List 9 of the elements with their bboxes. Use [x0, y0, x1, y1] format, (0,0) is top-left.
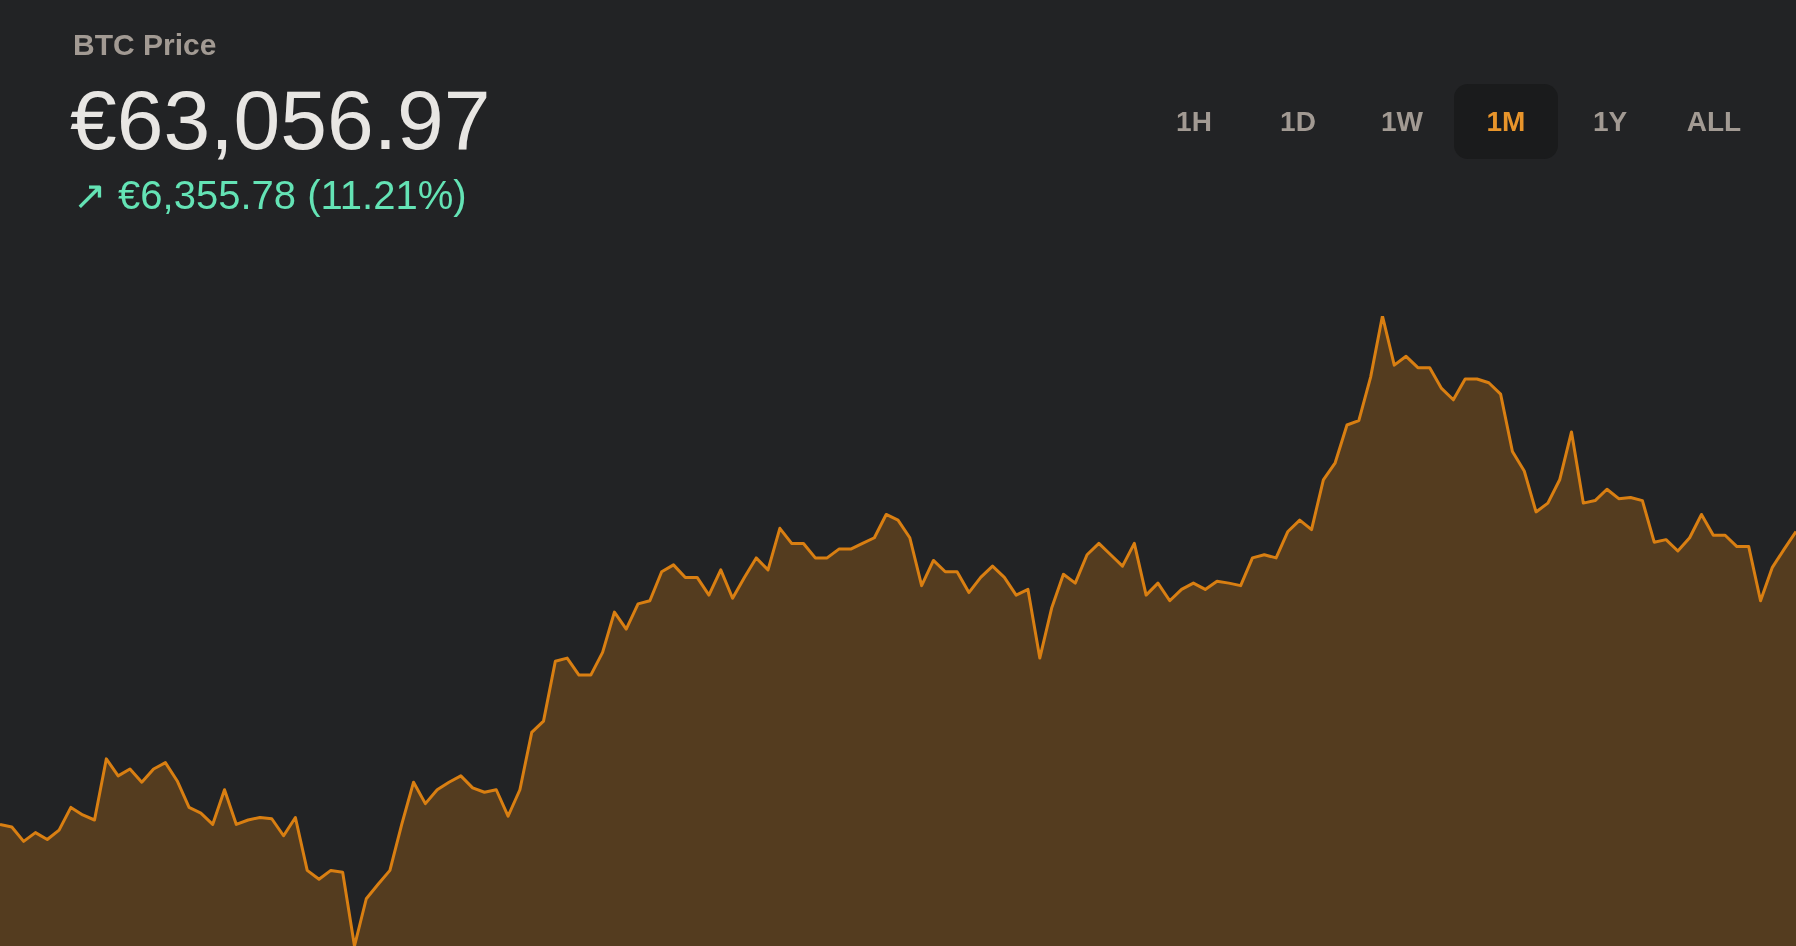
text: 1W: [1380, 105, 1424, 139]
text: ↗ €6,355.78 (11.21%): [73, 172, 467, 218]
text: ALL: [1685, 105, 1743, 139]
text: 1M: [1454, 84, 1558, 159]
text: 1Y: [1591, 105, 1629, 139]
text: 1D: [1279, 105, 1317, 139]
chart-subtitle: €63,056.97: [70, 72, 491, 169]
chart-title: BTC Price: [73, 28, 217, 62]
text: 1H: [1175, 105, 1213, 139]
